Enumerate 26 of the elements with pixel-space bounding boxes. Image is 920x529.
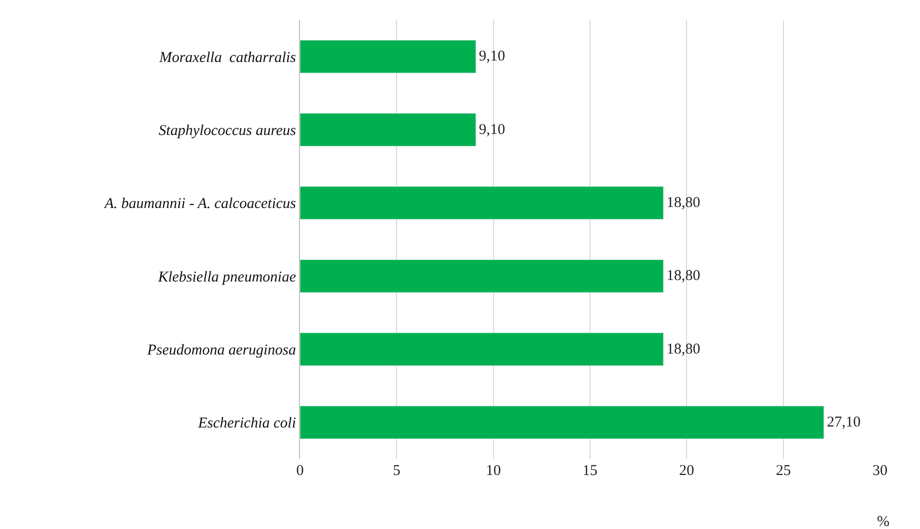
x-tick-label: 20 — [679, 463, 694, 479]
data-label: 9,10 — [478, 122, 506, 138]
x-tick-label: 30 — [872, 463, 888, 479]
x-tick-label: 25 — [776, 463, 791, 479]
x-tick-label: 5 — [392, 463, 400, 479]
y-tick-label: Moraxella catharralis — [158, 50, 296, 66]
y-tick-label: Escherichia coli — [197, 416, 296, 432]
x-axis-title: % — [877, 514, 890, 529]
y-tick-label: Staphylococcus aureus — [158, 123, 296, 139]
data-label: 18,80 — [666, 194, 700, 211]
x-tick-label: 15 — [582, 463, 598, 479]
bar — [300, 259, 664, 293]
bar — [300, 40, 476, 74]
data-label: 27,10 — [826, 414, 861, 430]
bar — [300, 332, 664, 366]
bar — [300, 113, 476, 146]
y-tick-label: Pseudomona aeruginosa — [146, 342, 296, 358]
y-tick-label: Klebsiella pneumoniae — [157, 269, 296, 286]
data-label: 18,80 — [666, 341, 700, 358]
data-label: 18,80 — [666, 268, 700, 284]
data-label: 9,10 — [478, 48, 506, 65]
y-tick-label: A. baumannii - A. calcoaceticus — [104, 196, 296, 212]
bar — [300, 186, 664, 220]
bar — [300, 406, 824, 440]
x-tick-label: 0 — [296, 463, 304, 479]
x-tick-label: 10 — [486, 463, 501, 479]
